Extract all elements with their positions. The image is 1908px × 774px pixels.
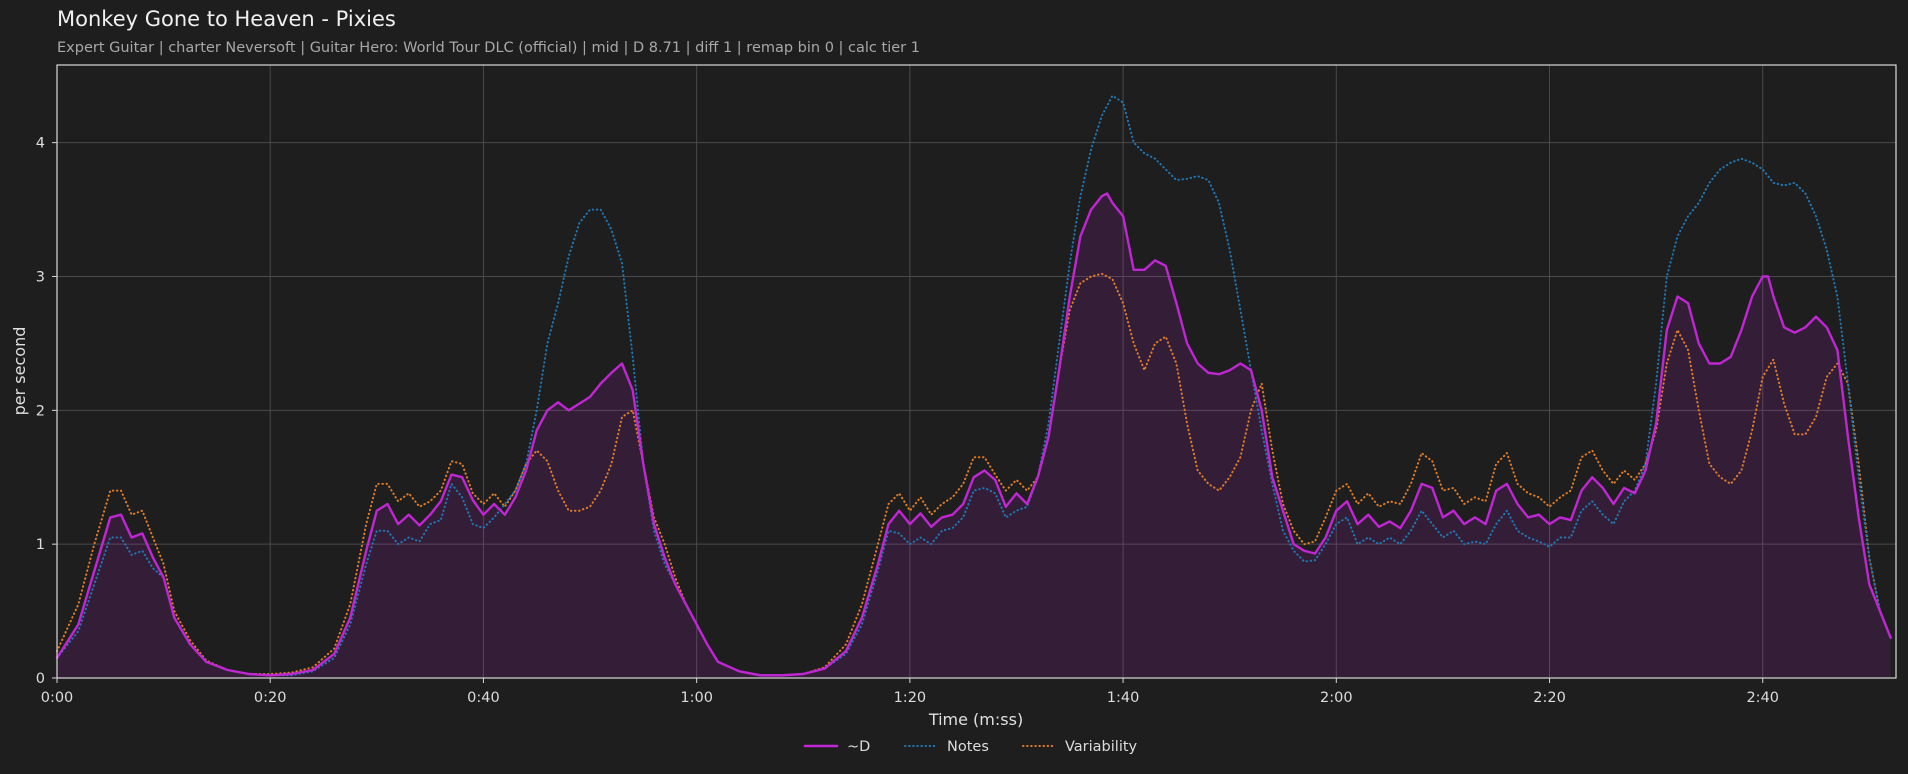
- y-tick-label: 4: [36, 136, 45, 152]
- x-tick-label: 0:20: [254, 690, 287, 706]
- x-tick-label: 2:40: [1746, 690, 1779, 706]
- series-fill-0: [57, 193, 1891, 678]
- x-tick-label: 1:40: [1107, 690, 1140, 706]
- chart-subtitle: Expert Guitar | charter Neversoft | Guit…: [57, 40, 920, 56]
- x-tick-label: 1:00: [680, 690, 713, 706]
- legend-item-1: Notes: [904, 739, 989, 755]
- series-line-2: [56, 272, 1892, 677]
- legend-label: Variability: [1065, 739, 1138, 755]
- chart-title: Monkey Gone to Heaven - Pixies: [57, 7, 396, 31]
- y-tick-label: 3: [36, 269, 45, 285]
- y-tick-label: 1: [36, 537, 45, 553]
- axis-ticks: 0:00 0:20 0:40 1:00 1:20 1:40 2:00 2:20 2:40 0 1 2 3…: [36, 136, 1779, 706]
- plot-frame: [56, 64, 1897, 679]
- y-tick-label: 2: [36, 403, 45, 419]
- legend: ~D Notes Variability: [803, 739, 1138, 755]
- series-line-0: [55, 192, 1892, 677]
- x-tick-label: 1:20: [894, 690, 927, 706]
- area-fill: [57, 193, 1891, 678]
- y-tick-label: 0: [36, 671, 45, 687]
- x-axis-label: Time (m:ss): [928, 710, 1023, 729]
- series-lines: [55, 94, 1892, 677]
- x-tick-label: 2:20: [1533, 690, 1566, 706]
- legend-label: ~D: [847, 739, 870, 755]
- legend-item-0: ~D: [803, 739, 870, 755]
- x-tick-label: 2:00: [1320, 690, 1353, 706]
- x-tick-label: 0:00: [41, 690, 74, 706]
- series-line-1: [56, 94, 1892, 677]
- x-tick-label: 0:40: [467, 690, 500, 706]
- y-axis-label: per second: [10, 327, 29, 416]
- legend-item-2: Variability: [1022, 739, 1138, 755]
- legend-label: Notes: [947, 739, 989, 755]
